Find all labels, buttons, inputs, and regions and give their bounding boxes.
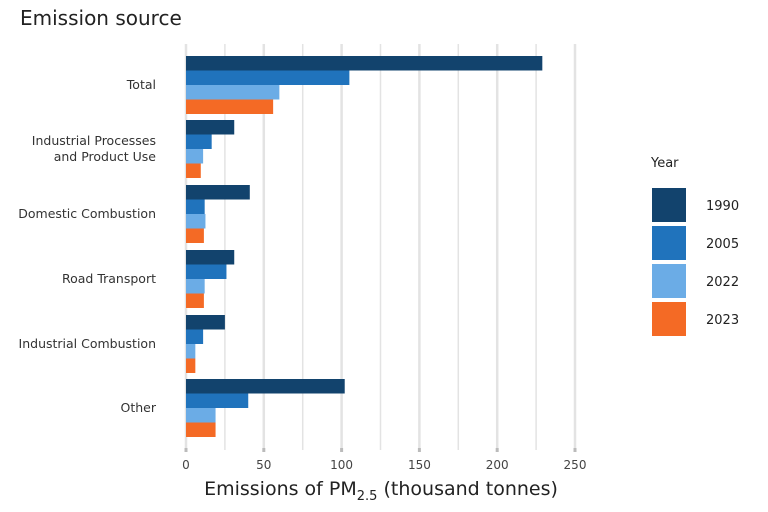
x-axis-title: Emissions of PM2.5 (thousand tonnes)	[204, 478, 558, 504]
legend-label: 2022	[706, 275, 739, 290]
x-tick-label: 150	[408, 458, 431, 472]
category-label: Industrial Combustion	[19, 336, 156, 351]
chart-title: Emission source	[20, 6, 182, 30]
bar-1990	[186, 315, 225, 330]
x-tick-label: 50	[256, 458, 271, 472]
x-tick-label: 100	[330, 458, 353, 472]
bar-1990	[186, 379, 345, 394]
x-tick-label: 0	[182, 458, 190, 472]
category-label: Industrial Processes	[32, 133, 156, 148]
bar-2022	[186, 149, 204, 164]
bar-1990	[186, 56, 543, 71]
bar-2005	[186, 264, 227, 279]
legend-title: Year	[650, 156, 679, 171]
bar-2022	[186, 408, 216, 423]
legend-swatch-2022	[652, 264, 686, 298]
bar-2023	[186, 163, 201, 178]
category-label: Domestic Combustion	[18, 206, 156, 221]
bar-1990	[186, 120, 235, 135]
legend-swatch-2005	[652, 226, 686, 260]
bar-2022	[186, 85, 280, 100]
bar-2005	[186, 393, 249, 408]
bar-1990	[186, 250, 235, 265]
legend-label: 2005	[706, 237, 739, 252]
bar-2022	[186, 214, 206, 229]
bar-2022	[186, 344, 196, 359]
bar-2023	[186, 228, 204, 243]
bar-1990	[186, 185, 250, 200]
category-label: and Product Use	[54, 149, 157, 164]
bar-2023	[186, 293, 204, 308]
legend-label: 2023	[706, 313, 739, 328]
x-tick-label: 250	[564, 458, 587, 472]
bar-2023	[186, 99, 274, 114]
bar-2023	[186, 422, 216, 437]
legend-swatch-2023	[652, 302, 686, 336]
legend-swatch-1990	[652, 188, 686, 222]
category-label: Other	[121, 400, 157, 415]
bar-2023	[186, 358, 196, 373]
category-label: Total	[126, 77, 156, 92]
legend-label: 1990	[706, 199, 739, 214]
x-tick-label: 200	[486, 458, 509, 472]
bar-2005	[186, 70, 350, 85]
bar-2005	[186, 134, 212, 149]
bar-2005	[186, 199, 205, 214]
category-label: Road Transport	[62, 271, 156, 286]
bar-2022	[186, 279, 205, 294]
bar-2005	[186, 329, 204, 344]
